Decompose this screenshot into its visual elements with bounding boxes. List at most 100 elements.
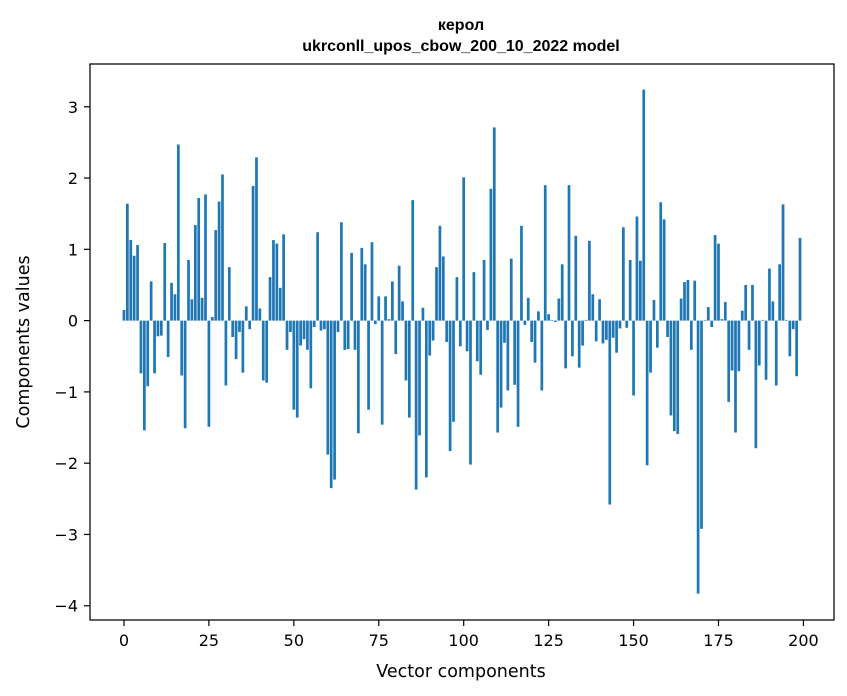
bar-88: [421, 307, 425, 321]
bar-94: [441, 256, 445, 321]
bar-113: [506, 320, 510, 391]
bar-45: [275, 243, 279, 321]
bar-122: [537, 311, 540, 321]
bar-162: [672, 320, 676, 432]
bar-125: [547, 314, 550, 321]
x-tick-label: 100: [448, 631, 479, 650]
bar-97: [452, 320, 455, 422]
x-tick-label: 200: [788, 631, 819, 650]
bar-109: [492, 127, 496, 321]
bar-6: [143, 320, 146, 431]
bar-170: [700, 320, 703, 529]
bar-51: [295, 320, 299, 418]
bar-62: [333, 320, 336, 480]
chart-title: керол: [438, 17, 484, 34]
bar-157: [655, 320, 659, 348]
bar-161: [669, 320, 673, 416]
bar-177: [723, 302, 727, 321]
bar-179: [730, 320, 734, 371]
bar-96: [448, 320, 452, 452]
bar-129: [560, 264, 564, 321]
bar-173: [710, 320, 714, 328]
bar-33: [234, 320, 238, 360]
bar-66: [346, 320, 350, 350]
bar-22: [197, 198, 201, 321]
bar-135: [581, 320, 584, 346]
bar-189: [764, 320, 768, 380]
bar-77: [384, 296, 387, 321]
bar-172: [706, 307, 710, 321]
bar-176: [720, 319, 724, 321]
bar-14: [170, 282, 173, 321]
bar-145: [615, 320, 618, 353]
x-tick-label: 25: [199, 631, 219, 650]
bar-192: [774, 320, 778, 386]
bar-1: [126, 203, 129, 321]
x-tick-label: 75: [369, 631, 389, 650]
y-axis-ticks: −4 −3 −2 −1 0 1 2 3: [54, 98, 90, 616]
bar-32: [231, 320, 235, 338]
bar-195: [785, 319, 788, 321]
bar-184: [747, 320, 751, 350]
bar-2: [129, 240, 133, 321]
bar-117: [520, 225, 523, 321]
bar-128: [557, 298, 561, 321]
bar-151: [635, 216, 639, 321]
bar-100: [462, 177, 466, 321]
bar-141: [601, 320, 605, 344]
y-tick-label: −2: [54, 454, 78, 473]
bar-70: [360, 247, 364, 321]
bar-148: [625, 320, 629, 328]
bar-74: [374, 320, 377, 325]
bar-150: [632, 320, 635, 396]
bar-149: [628, 260, 632, 321]
bar-108: [489, 188, 493, 321]
bar-76: [380, 320, 384, 425]
y-tick-label: −1: [54, 383, 78, 402]
bar-29: [221, 174, 224, 321]
bar-196: [788, 320, 792, 357]
bar-118: [523, 320, 527, 325]
bar-171: [703, 319, 707, 321]
bar-39: [255, 157, 258, 321]
bar-114: [509, 258, 513, 321]
bar-83: [404, 320, 408, 381]
chart-subtitle: ukrconll_upos_cbow_200_10_2022 model: [302, 38, 619, 55]
bar-119: [526, 297, 530, 321]
bar-142: [605, 320, 608, 340]
bar-168: [693, 280, 697, 321]
bar-95: [445, 320, 449, 342]
bar-160: [666, 320, 669, 338]
bar-44: [272, 240, 275, 321]
bar-193: [778, 264, 781, 321]
bar-138: [591, 294, 595, 321]
bar-112: [503, 320, 506, 343]
bar-27: [214, 230, 218, 321]
bar-34: [238, 320, 241, 333]
bar-115: [513, 320, 517, 385]
bar-178: [727, 320, 731, 402]
bar-175: [717, 243, 720, 321]
bar-155: [649, 320, 652, 373]
bar-182: [740, 310, 744, 321]
bar-58: [319, 320, 323, 331]
bar-166: [686, 279, 690, 321]
bar-63: [336, 320, 340, 333]
bar-48: [285, 320, 289, 350]
bar-139: [594, 320, 598, 342]
bar-80: [394, 320, 398, 355]
y-tick-label: −3: [54, 525, 78, 544]
x-axis-label: Vector components: [376, 662, 545, 682]
bar-180: [734, 320, 737, 433]
bar-41: [261, 320, 265, 381]
bar-92: [435, 267, 438, 321]
bar-69: [357, 320, 360, 434]
bar-103: [472, 272, 476, 321]
bar-79: [391, 281, 394, 321]
x-tick-label: 175: [703, 631, 734, 650]
bar-164: [679, 298, 683, 321]
y-tick-label: −4: [54, 597, 78, 616]
x-tick-label: 50: [284, 631, 304, 650]
bar-60: [326, 320, 330, 455]
bar-24: [204, 194, 207, 321]
